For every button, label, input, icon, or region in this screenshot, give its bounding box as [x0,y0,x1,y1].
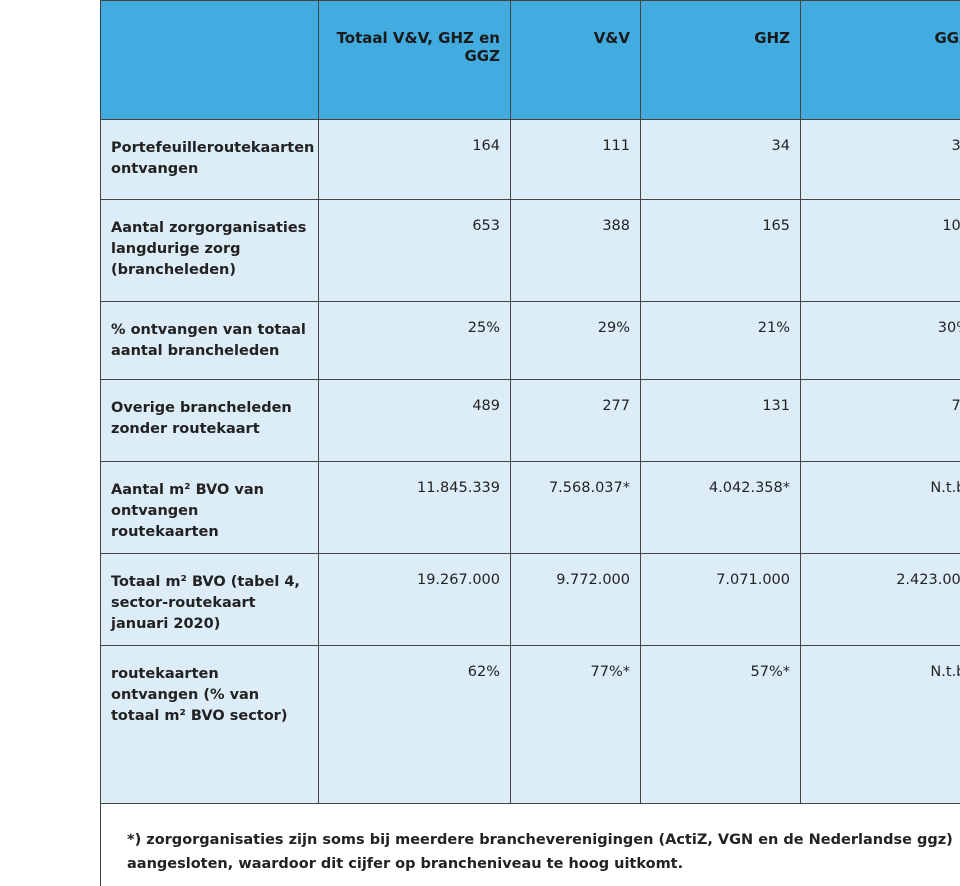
value-cell: 111 [511,120,641,200]
value-cell: 2.423.000 [801,554,960,646]
table-row: routekaarten ontvangen (% van totaal m² … [101,646,960,804]
value-cell: 21% [641,302,801,380]
value-cell: 70 [801,380,960,462]
table-row: Aantal m² BVO van ontvangen routekaarten… [101,462,960,554]
table-row: % ontvangen van totaal aantal brancheled… [101,302,960,380]
value-cell: 164 [319,120,511,200]
value-cell: 30 [801,120,960,200]
value-cell: N.t.b. [801,462,960,554]
value-cell: 100 [801,200,960,302]
value-cell: N.t.b. [801,646,960,804]
table-row: Aantal zorgorganisaties langdurige zorg … [101,200,960,302]
value-cell: 388 [511,200,641,302]
value-cell: 30% [801,302,960,380]
header-cell: GHZ [641,1,801,120]
value-cell: 11.845.339 [319,462,511,554]
value-cell: 29% [511,302,641,380]
row-label: % ontvangen van totaal aantal brancheled… [101,302,319,380]
row-label: Totaal m² BVO (tabel 4, sector-routekaar… [101,554,319,646]
header-cell: GGZ [801,1,960,120]
row-label: Portefeuilleroutekaarten ontvangen [101,120,319,200]
value-cell: 4.042.358* [641,462,801,554]
value-cell: 7.568.037* [511,462,641,554]
value-cell: 62% [319,646,511,804]
value-cell: 34 [641,120,801,200]
value-cell: 7.071.000 [641,554,801,646]
row-label: Aantal zorgorganisaties langdurige zorg … [101,200,319,302]
table-row: Totaal m² BVO (tabel 4, sector-routekaar… [101,554,960,646]
row-label: routekaarten ontvangen (% van totaal m² … [101,646,319,804]
header-cell: V&V [511,1,641,120]
value-cell: 131 [641,380,801,462]
row-label: Overige brancheleden zonder routekaart [101,380,319,462]
value-cell: 77%* [511,646,641,804]
value-cell: 489 [319,380,511,462]
value-cell: 165 [641,200,801,302]
value-cell: 277 [511,380,641,462]
footnote: *) zorgorganisaties zijn soms bij meerde… [101,804,960,886]
value-cell: 25% [319,302,511,380]
header-cell: Totaal V&V, GHZ en GGZ [319,1,511,120]
row-label: Aantal m² BVO van ontvangen routekaarten [101,462,319,554]
header-cell [101,1,319,120]
footnote-row: *) zorgorganisaties zijn soms bij meerde… [101,804,960,886]
value-cell: 57%* [641,646,801,804]
value-cell: 9.772.000 [511,554,641,646]
value-cell: 653 [319,200,511,302]
value-cell: 19.267.000 [319,554,511,646]
